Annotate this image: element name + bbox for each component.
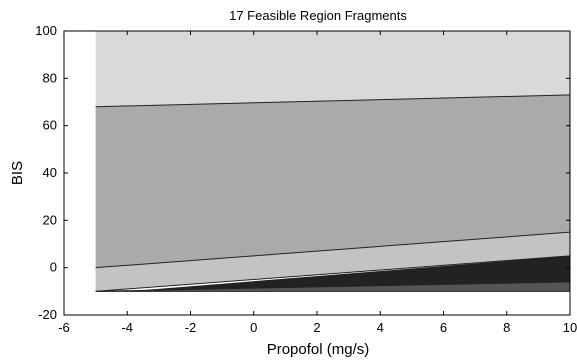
x-axis-label: Propofol (mg/s) <box>267 341 370 358</box>
x-tick-label: 0 <box>250 320 257 335</box>
feasible-region-fragment-3 <box>95 232 570 292</box>
region-boundary-line-2 <box>95 231 571 269</box>
feasible-region-fragment-1 <box>95 31 570 107</box>
y-tick-label: 80 <box>43 70 57 85</box>
x-tick-label: -4 <box>121 320 133 335</box>
feasible-region-fragment-2 <box>95 94 570 268</box>
x-tick-label: 8 <box>503 320 510 335</box>
y-tick-label: 60 <box>43 118 57 133</box>
x-tick-label: -2 <box>185 320 197 335</box>
y-tick-label: 0 <box>50 260 57 275</box>
x-tick-label: -6 <box>58 320 70 335</box>
x-axis-ticks: -6 -4 -2 0 2 4 6 8 10 <box>58 31 577 335</box>
y-tick-label: -20 <box>38 307 57 322</box>
y-tick-label: 100 <box>35 23 57 38</box>
y-tick-label: 20 <box>43 212 57 227</box>
y-tick-label: 40 <box>43 165 57 180</box>
x-tick-label: 4 <box>377 320 384 335</box>
feasible-region-fragment-4 <box>95 255 570 292</box>
y-axis-label: BIS <box>9 161 26 185</box>
feasible-regions <box>95 31 570 292</box>
x-tick-label: 10 <box>563 320 577 335</box>
region-boundary-line-3 <box>95 255 571 292</box>
x-tick-label: 2 <box>313 320 320 335</box>
region-boundaries <box>95 94 571 292</box>
region-boundary-line-1 <box>95 94 571 108</box>
x-tick-label: 6 <box>440 320 447 335</box>
chart-title: 17 Feasible Region Fragments <box>229 8 407 23</box>
y-axis-ticks: -20 0 20 40 60 80 100 <box>35 23 570 322</box>
region-boundary-line-4 <box>95 281 571 292</box>
